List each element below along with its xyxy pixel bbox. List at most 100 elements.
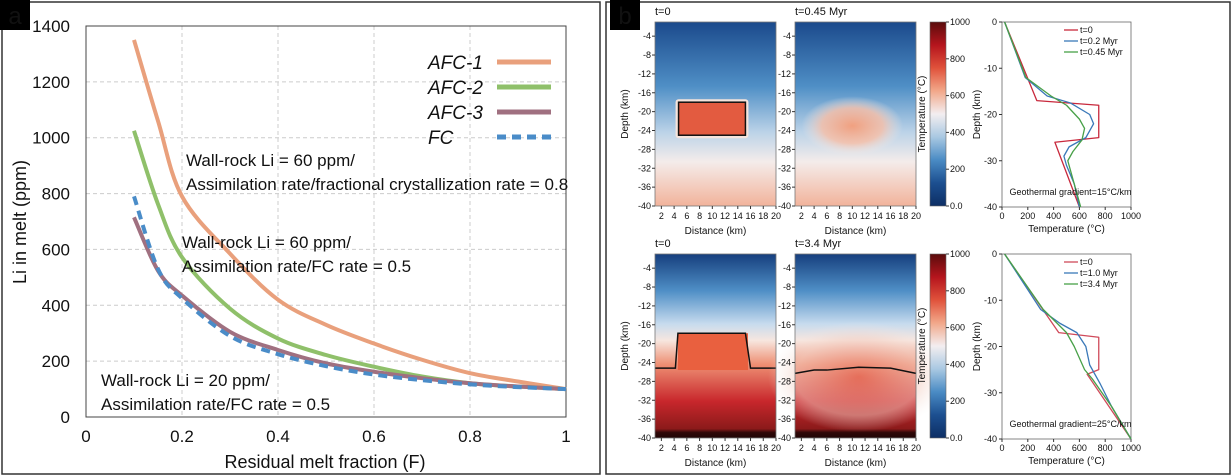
x-tick-label: 0.2 [170, 427, 194, 446]
plot-frame [85, 25, 567, 418]
x-tick-label: 16 [886, 443, 896, 453]
x-tick-label: 12 [720, 211, 730, 221]
x-tick-label: 8 [697, 443, 702, 453]
y-tick-label: -20 [778, 107, 791, 117]
y-tick-label: -40 [638, 201, 651, 211]
panel-a-border [1, 1, 601, 475]
colorbar [929, 253, 947, 439]
panel-b-label-box [610, 0, 640, 30]
colorbar-label: Temperature (°C) [917, 76, 928, 153]
y-axis-label: Depth (km) [620, 321, 631, 370]
heatmap-1 [652, 21, 777, 209]
y-tick-label: -32 [778, 163, 791, 173]
x-tick-label: 0.4 [266, 427, 290, 446]
annotation-text: Wall-rock Li = 20 ppm/ [101, 371, 270, 390]
intrusion-body [677, 333, 748, 371]
heatmap-frame [654, 21, 777, 207]
y-tick-label: -32 [778, 395, 791, 405]
y-tick-label: 1400 [32, 17, 70, 36]
y-tick-label: -30 [984, 156, 997, 166]
y-tick-label: -8 [783, 282, 791, 292]
y-tick-label: -20 [638, 107, 651, 117]
x-tick-label: 1000 [1121, 211, 1141, 221]
colorbar-tick-label: 800 [950, 286, 965, 296]
legend-label: t=1.0 Myr [1080, 268, 1118, 278]
y-tick-label: 1200 [32, 73, 70, 92]
x-tick-label: 0 [999, 443, 1004, 453]
x-tick-label: 4 [812, 211, 817, 221]
y-tick-label: -20 [984, 110, 997, 120]
x-tick-label: 2 [659, 443, 664, 453]
y-tick-label: -24 [638, 358, 651, 368]
annotation-text: Wall-rock Li = 60 ppm/ [182, 233, 351, 252]
x-tick-label: 8 [697, 211, 702, 221]
x-tick-label: 0 [81, 427, 90, 446]
x-tick-label: 20 [911, 211, 921, 221]
y-tick-label: -8 [643, 282, 651, 292]
legend-label: AFC-3 [427, 103, 483, 124]
x-tick-label: 0 [999, 211, 1004, 221]
y-tick-label: -40 [778, 433, 791, 443]
x-tick-label: 2 [799, 443, 804, 453]
legend-label: t=0.45 Myr [1080, 47, 1123, 57]
x-axis-label: Temperature (°C) [1028, 456, 1105, 467]
x-tick-label: 4 [812, 443, 817, 453]
x-tick-label: 14 [873, 211, 883, 221]
annotation-text: Assimilation rate/fractional crystalliza… [186, 175, 568, 194]
series-line-afc-1 [132, 39, 567, 392]
x-tick-label: 18 [898, 443, 908, 453]
x-tick-label: 12 [860, 211, 870, 221]
y-tick-label: -8 [783, 50, 791, 60]
y-tick-label: -40 [778, 201, 791, 211]
y-tick-label: 0 [61, 408, 70, 427]
y-axis-label: Depth (km) [972, 322, 983, 371]
isotherm-contour [794, 366, 917, 375]
y-tick-label: -24 [638, 126, 651, 136]
profile-line [1004, 253, 1132, 440]
x-axis-label: Distance (km) [825, 458, 887, 469]
geothermal-gradient-label: Geothermal gradient=25°C/km [1010, 419, 1132, 429]
x-tick-label: 10 [847, 211, 857, 221]
profile-line [1003, 21, 1095, 208]
panel-b-label: b [618, 3, 631, 30]
colorbar-tick-label: 1000 [950, 17, 970, 27]
y-tick-label: -32 [638, 163, 651, 173]
x-tick-label: 18 [758, 443, 768, 453]
colorbar-tick-label: 200 [950, 396, 965, 406]
x-tick-label: 200 [1020, 443, 1035, 453]
y-tick-label: -12 [778, 301, 791, 311]
y-tick-label: -40 [984, 434, 997, 444]
annotation-text: Wall-rock Li = 60 ppm/ [186, 151, 355, 170]
x-tick-label: 8 [837, 211, 842, 221]
x-tick-label: 800 [1098, 443, 1113, 453]
x-tick-label: 14 [873, 443, 883, 453]
x-tick-label: 1000 [1121, 443, 1141, 453]
x-axis-label: Distance (km) [825, 226, 887, 237]
colorbar-tick-label: 0.0 [950, 433, 963, 443]
heatmap-frame [794, 253, 917, 439]
hot-zone [801, 96, 904, 156]
y-tick-label: -30 [984, 388, 997, 398]
y-tick-label: 0 [992, 249, 997, 259]
y-tick-label: -36 [638, 182, 651, 192]
annotation-text: Assimilation rate/FC rate = 0.5 [182, 257, 411, 276]
colorbar-tick-label: 400 [950, 359, 965, 369]
heatmap-3 [652, 253, 777, 441]
y-axis-label: Depth (km) [972, 90, 983, 139]
y-tick-label: -28 [778, 376, 791, 386]
y-tick-label: -12 [778, 69, 791, 79]
x-tick-label: 8 [837, 443, 842, 453]
x-tick-label: 10 [707, 211, 717, 221]
y-tick-label: -20 [984, 342, 997, 352]
intrusion-body [677, 101, 747, 136]
x-tick-label: 800 [1098, 211, 1113, 221]
legend-label: t=3.4 Myr [1080, 279, 1118, 289]
series-line-fc [132, 195, 567, 392]
x-tick-label: 20 [911, 443, 921, 453]
x-tick-label: 18 [898, 211, 908, 221]
profile-line [1004, 253, 1132, 440]
x-tick-label: 12 [860, 443, 870, 453]
x-tick-label: 600 [1072, 211, 1087, 221]
legend-label: FC [428, 128, 454, 149]
profile-line [1003, 21, 1086, 208]
